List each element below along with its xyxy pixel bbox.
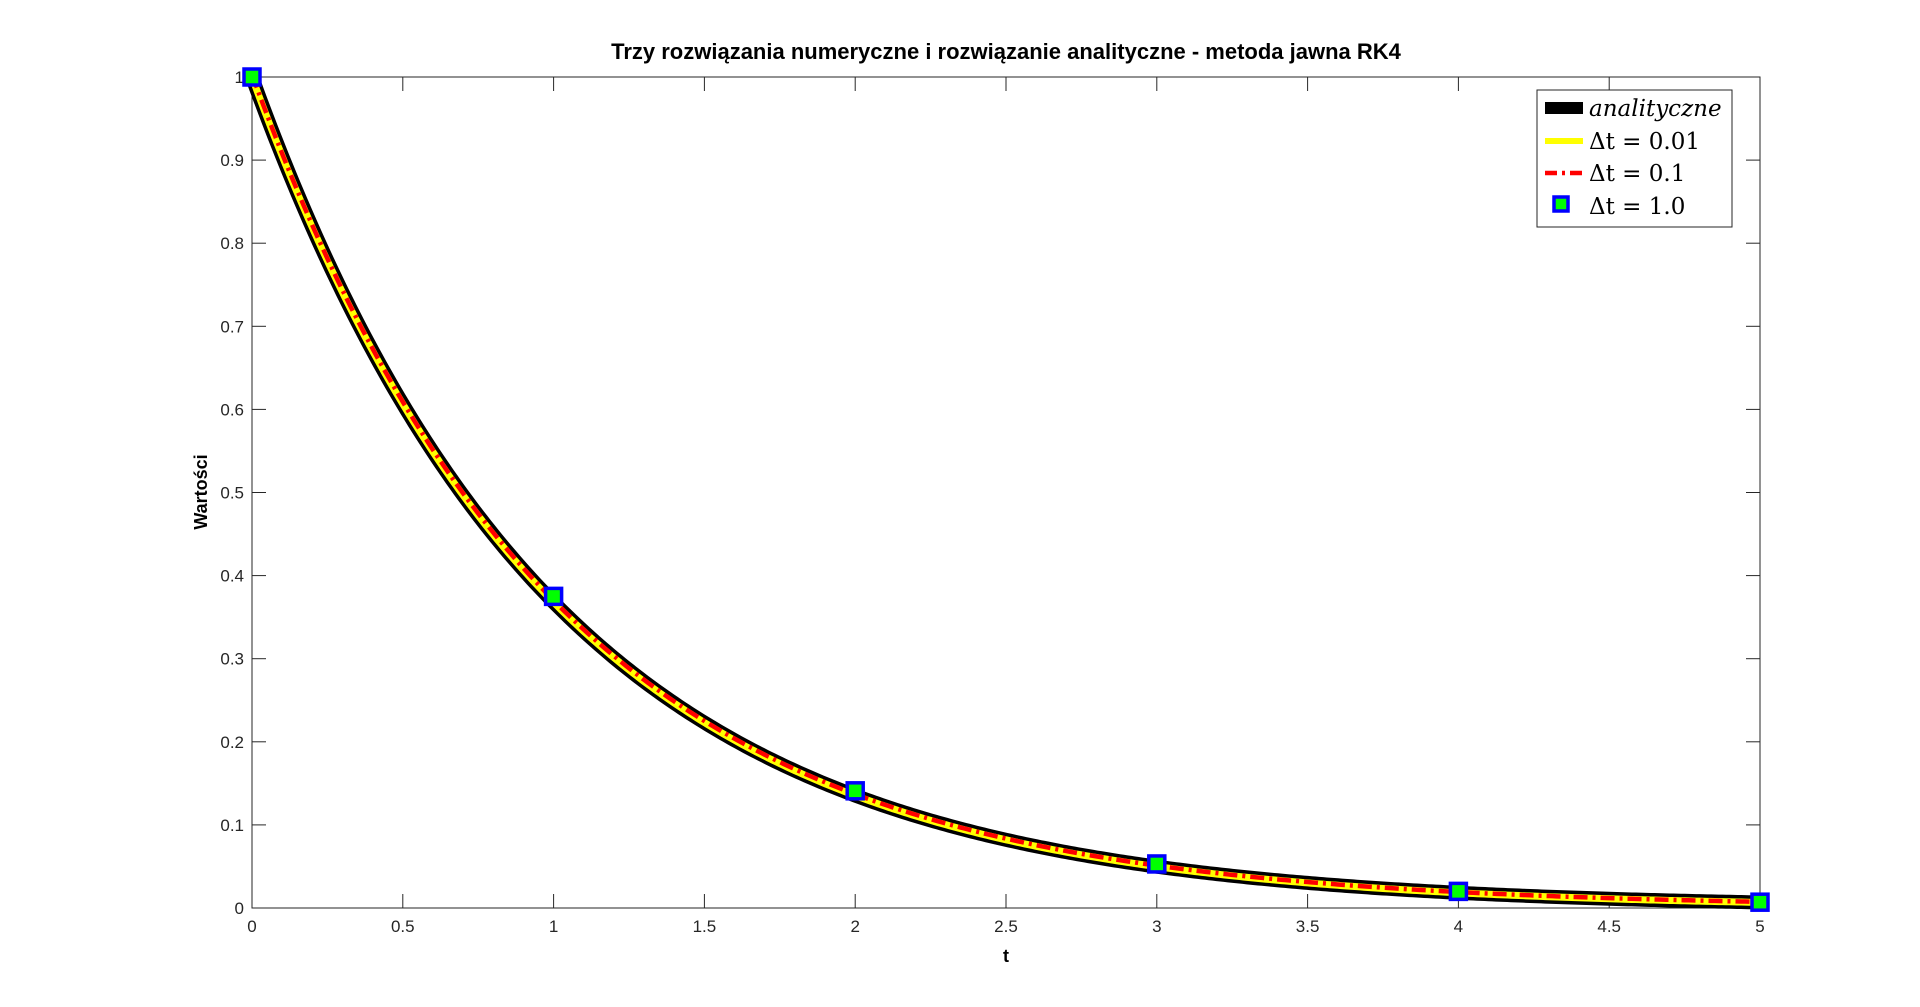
legend-swatch-dt-1-0 [1552,195,1570,213]
legend-entry-dt-0-1: Δt = 0.1 [1545,161,1685,187]
marker-dt-1-0 [1448,881,1469,902]
y-axis-ticks: 0 0.1 0.2 0.3 0.4 0.5 0.6 0.7 0.8 0.9 1 [220,68,1760,918]
x-tick-label: 0.5 [391,917,415,936]
marker-dt-1-0 [543,586,564,607]
y-tick-label: 0.3 [220,650,244,669]
y-tick-label: 0.6 [220,400,244,419]
y-axis-label: Wartości [191,454,211,529]
x-tick-label: 3.5 [1296,917,1320,936]
y-tick-label: 0 [235,899,244,918]
legend-entry-dt-1-0: Δt = 1.0 [1552,194,1685,220]
legend-label-analityczne: analityczne [1589,96,1722,122]
legend-label-dt-1-0: Δt = 1.0 [1589,194,1685,220]
legend-label-dt-0-1: Δt = 0.1 [1589,161,1685,187]
legend-label-dt-0-01: Δt = 0.01 [1589,129,1700,155]
x-axis-ticks: 0 0.5 1 1.5 2 2.5 3 3.5 4 4.5 5 [247,77,1765,936]
y-tick-label: 0.1 [220,816,244,835]
y-tick-label: 0.2 [220,733,244,752]
plot-axes: 0 0.5 1 1.5 2 2.5 3 3.5 4 4.5 5 0 0.1 0.2 0.3 0.4 0.5 0.… [220,68,1764,936]
marker-dt-1-0 [1147,854,1167,874]
x-tick-label: 0 [247,917,256,936]
legend-entry-analityczne: analityczne [1545,96,1722,122]
x-tick-label: 2.5 [994,917,1018,936]
x-tick-label: 3 [1152,917,1161,936]
legend: analityczne Δt = 0.01 Δt = 0.1 Δt = 1.0 [1536,89,1733,228]
x-tick-label: 1 [549,917,558,936]
legend-entry-dt-0-01: Δt = 0.01 [1545,129,1700,155]
series-layer [242,67,1770,912]
x-tick-label: 2 [850,917,859,936]
y-tick-label: 0.8 [220,234,244,253]
y-tick-label: 0.5 [220,484,244,503]
marker-dt-1-0 [845,781,865,801]
y-tick-label: 0.4 [220,567,244,586]
y-tick-label: 1 [235,68,244,87]
x-tick-label: 5 [1755,917,1764,936]
marker-dt-1-0 [1750,892,1770,912]
x-axis-label: t [1003,946,1009,966]
x-tick-label: 4.5 [1597,917,1621,936]
y-tick-label: 0.7 [220,317,244,336]
plot-area [251,76,1761,909]
marker-dt-1-0 [242,67,262,87]
chart-title: Trzy rozwiązania numeryczne i rozwiązani… [611,39,1402,64]
y-tick-label: 0.9 [220,151,244,170]
x-tick-label: 1.5 [693,917,717,936]
series-line-dt-0-01 [248,75,1761,906]
x-tick-label: 4 [1454,917,1463,936]
